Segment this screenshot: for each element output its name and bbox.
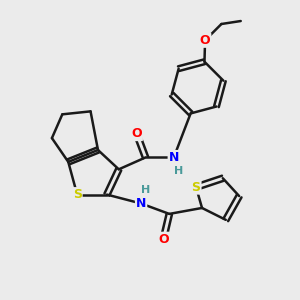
Text: O: O <box>200 34 210 47</box>
Text: S: S <box>73 188 82 201</box>
Text: N: N <box>136 197 146 210</box>
Text: H: H <box>141 185 150 195</box>
Text: O: O <box>131 127 142 140</box>
Text: O: O <box>158 233 169 246</box>
Text: H: H <box>174 166 183 176</box>
Text: S: S <box>192 181 201 194</box>
Text: N: N <box>169 151 179 164</box>
